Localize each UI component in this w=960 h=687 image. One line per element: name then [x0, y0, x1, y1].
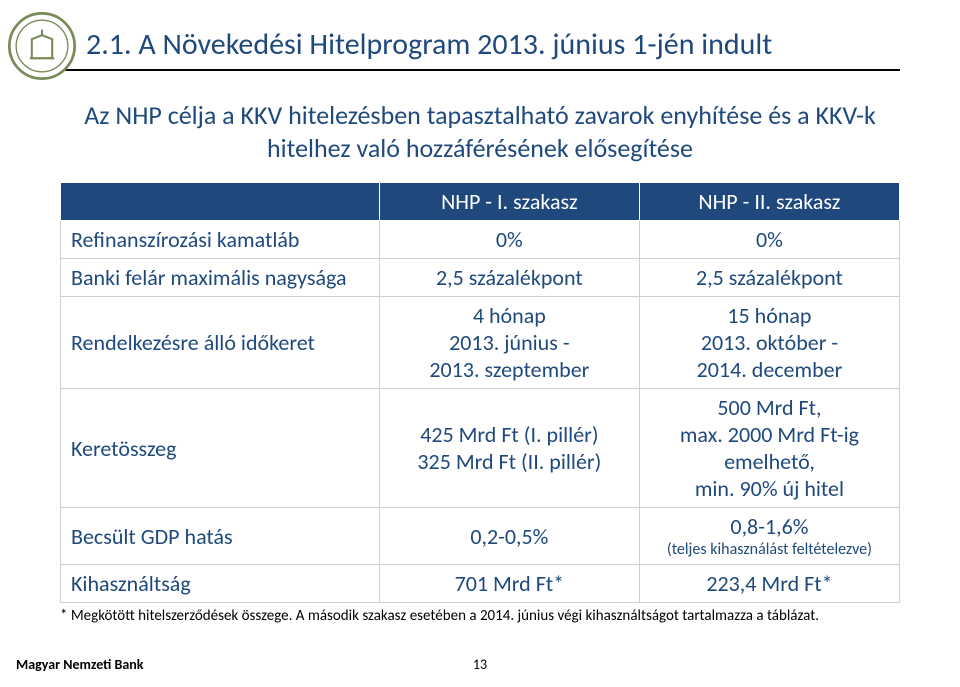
row-label: Becsült GDP hatás [61, 508, 380, 565]
row-label: Kihasználtság [61, 565, 380, 603]
table-header-col1: NHP - I. szakasz [379, 183, 639, 221]
footnote: * Megkötött hitelszerződések összege. A … [60, 607, 900, 625]
cell: 0,8-1,6% (teljes kihasználást feltételez… [639, 508, 899, 565]
table-row: Banki felár maximális nagysága 2,5 száza… [61, 259, 900, 297]
title-rule [64, 69, 900, 71]
table-row: Rendelkezésre álló időkeret 4 hónap2013.… [61, 297, 900, 389]
cell: 2,5 százalékpont [379, 259, 639, 297]
row-label: Banki felár maximális nagysága [61, 259, 380, 297]
cell: 0,2-0,5% [379, 508, 639, 565]
cell-sub: (teljes kihasználást feltételezve) [650, 540, 889, 559]
row-label: Rendelkezésre álló időkeret [61, 297, 380, 389]
table-header-row: NHP - I. szakasz NHP - II. szakasz [61, 183, 900, 221]
table-header-blank [61, 183, 380, 221]
table-header-col2: NHP - II. szakasz [639, 183, 899, 221]
table-row: Refinanszírozási kamatláb 0% 0% [61, 221, 900, 259]
row-label: Keretösszeg [61, 389, 380, 508]
slide: 2.1. A Növekedési Hitelprogram 2013. jún… [0, 0, 960, 687]
mnb-logo-icon [8, 12, 76, 80]
cell: 500 Mrd Ft,max. 2000 Mrd Ft-igemelhető,m… [639, 389, 899, 508]
nhp-table: NHP - I. szakasz NHP - II. szakasz Refin… [60, 182, 900, 603]
page-number: 13 [0, 656, 960, 673]
cell: 223,4 Mrd Ft* [639, 565, 899, 603]
cell: 425 Mrd Ft (I. pillér)325 Mrd Ft (II. pi… [379, 389, 639, 508]
cell: 0% [379, 221, 639, 259]
cell: 2,5 százalékpont [639, 259, 899, 297]
cell-main: 0,8-1,6% [730, 513, 808, 540]
cell: 4 hónap2013. június -2013. szeptember [379, 297, 639, 389]
page-title: 2.1. A Növekedési Hitelprogram 2013. jún… [86, 26, 900, 63]
table-row: Keretösszeg 425 Mrd Ft (I. pillér)325 Mr… [61, 389, 900, 508]
cell: 0% [639, 221, 899, 259]
table-row: Becsült GDP hatás 0,2-0,5% 0,8-1,6% (tel… [61, 508, 900, 565]
row-label: Refinanszírozási kamatláb [61, 221, 380, 259]
cell: 15 hónap2013. október -2014. december [639, 297, 899, 389]
cell: 701 Mrd Ft* [379, 565, 639, 603]
table-row: Kihasználtság 701 Mrd Ft* 223,4 Mrd Ft* [61, 565, 900, 603]
lead-paragraph: Az NHP célja a KKV hitelezésben tapaszta… [66, 99, 894, 164]
